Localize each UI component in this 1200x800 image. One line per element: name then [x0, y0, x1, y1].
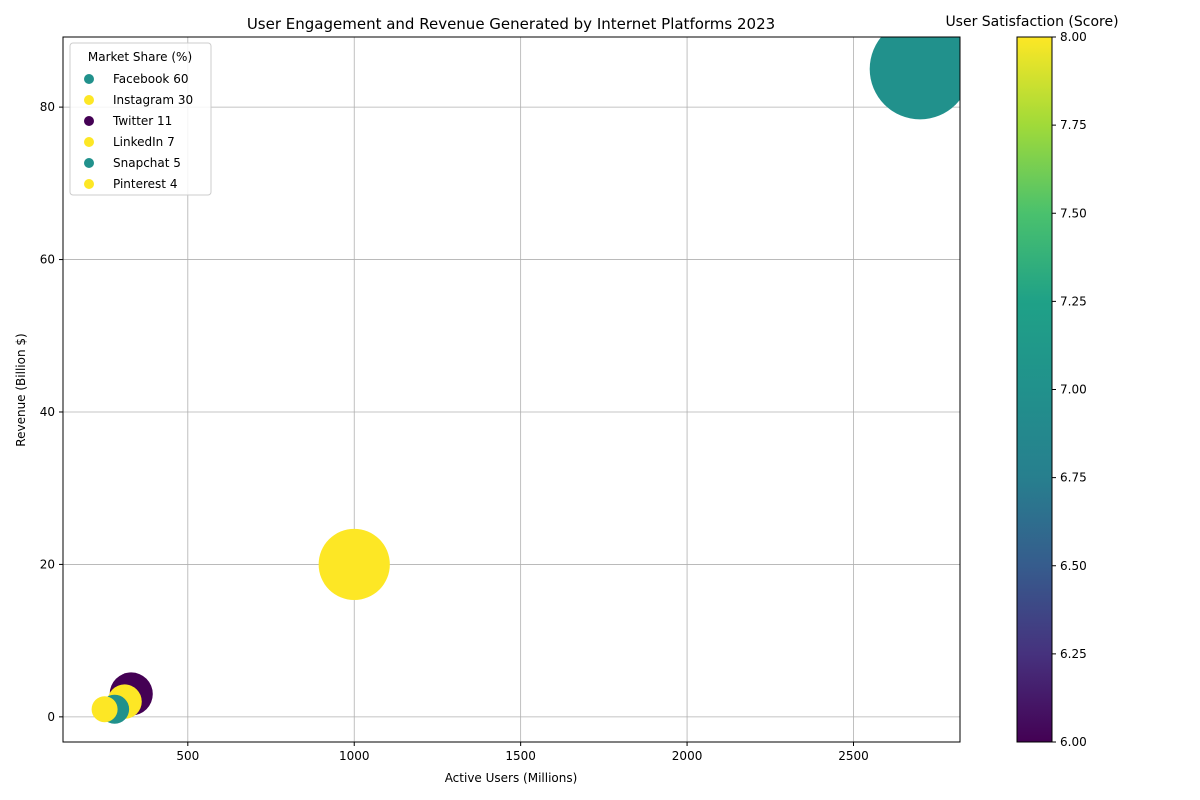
legend-items: Facebook 60 Instagram 30 Twitter 11 LinkedI…: [84, 72, 193, 191]
x-tick-label: 1000: [339, 749, 370, 763]
grid-lines: [63, 37, 960, 742]
x-axis-ticks: 500 1000 1500 2000 2500: [176, 742, 869, 763]
legend-marker-instagram: [84, 95, 94, 105]
y-tick-label: 40: [40, 405, 55, 419]
legend-label-instagram: Instagram 30: [113, 93, 193, 107]
colorbar-tick-label: 7.75: [1060, 118, 1087, 132]
x-tick-label: 500: [176, 749, 199, 763]
colorbar-ticks: 6.00 6.25 6.50 6.75 7.00 7.25 7.50 7.75 8.00: [1052, 30, 1087, 749]
legend-marker-linkedin: [84, 137, 94, 147]
colorbar-tick-label: 6.25: [1060, 647, 1087, 661]
legend-label-pinterest: Pinterest 4: [113, 177, 177, 191]
x-tick-label: 2000: [672, 749, 703, 763]
colorbar-tick-label: 7.00: [1060, 383, 1087, 397]
colorbar-label: User Satisfaction (Score): [945, 14, 1118, 30]
colorbar-tick-label: 6.75: [1060, 471, 1087, 485]
colorbar-gradient: [1016, 36, 1053, 743]
colorbar: User Satisfaction (Score) 6.006.256.506.…: [945, 14, 1118, 749]
bubble-instagram: [318, 528, 390, 601]
legend-marker-facebook: [84, 74, 94, 84]
y-axis-label: Revenue (Billion $): [14, 333, 28, 446]
y-tick-label: 20: [40, 557, 55, 571]
legend-label-linkedin: LinkedIn 7: [113, 135, 175, 149]
x-tick-label: 1500: [505, 749, 536, 763]
bubbles: [91, 37, 960, 724]
colorbar-tick-label: 8.00: [1060, 30, 1087, 44]
y-tick-label: 60: [40, 253, 55, 267]
y-tick-label: 80: [40, 100, 55, 114]
colorbar-tick-label: 6.00: [1060, 735, 1087, 749]
legend: Market Share (%) Facebook 60 Instagram 30…: [69, 42, 212, 196]
bubble-facebook: [869, 37, 960, 120]
plot-frame: [62, 36, 961, 743]
x-axis-label: Active Users (Millions): [445, 771, 578, 785]
chart-title: User Engagement and Revenue Generated by…: [247, 15, 775, 33]
legend-box: [69, 42, 212, 196]
legend-title: Market Share (%): [88, 50, 192, 64]
legend-marker-pinterest: [84, 179, 94, 189]
legend-label-facebook: Facebook 60: [113, 72, 188, 86]
y-axis-ticks: 0 20 40 60 80: [40, 100, 63, 724]
x-tick-label: 2500: [838, 749, 869, 763]
legend-label-twitter: Twitter 11: [112, 114, 172, 128]
colorbar-tick-label: 7.50: [1060, 206, 1087, 220]
legend-marker-twitter: [84, 116, 94, 126]
y-tick-label: 0: [47, 710, 55, 724]
legend-marker-snapchat: [84, 158, 94, 168]
legend-label-snapchat: Snapchat 5: [113, 156, 181, 170]
colorbar-tick-label: 7.25: [1060, 294, 1087, 308]
bubble-pinterest: [91, 696, 118, 723]
colorbar-tick-label: 6.50: [1060, 559, 1087, 573]
